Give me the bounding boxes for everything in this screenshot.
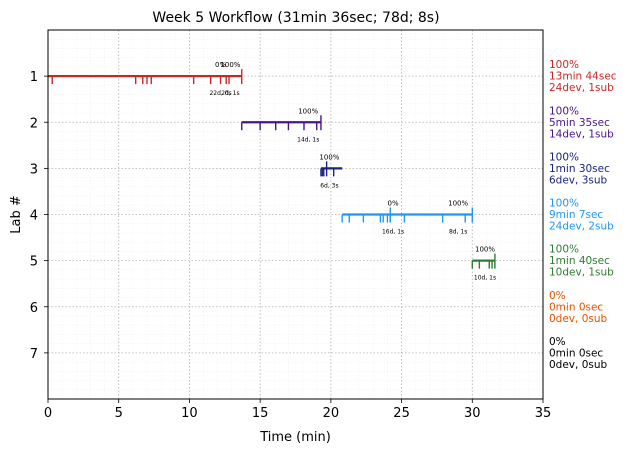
lab-7-summary-line: 0dev, 0sub xyxy=(549,359,608,371)
x-tick-label: 15 xyxy=(252,406,269,421)
lab-6-summary-line: 0min 0sec xyxy=(549,301,603,313)
lab-5-summary-line: 1min 40sec xyxy=(549,255,610,267)
lab-7-summary-line: 0% xyxy=(549,336,566,348)
x-tick-label: 35 xyxy=(535,406,552,421)
lab-4-summary-line: 100% xyxy=(549,198,579,210)
lab-3-summary-line: 100% xyxy=(549,151,579,163)
lab-6-summary-line: 0dev, 0sub xyxy=(549,313,608,325)
lab-1-count-annotation: 22d, 0s xyxy=(209,90,231,97)
x-tick-label: 20 xyxy=(323,406,340,421)
lab-5-score-annotation: 100% xyxy=(475,246,495,254)
lab-5-count-annotation: 10d, 1s xyxy=(474,275,496,282)
x-tick-label: 10 xyxy=(181,406,198,421)
lab-2-score-annotation: 100% xyxy=(298,107,318,115)
lab-3-summary-line: 6dev, 3sub xyxy=(549,174,608,186)
y-tick-label: 6 xyxy=(30,301,38,316)
lab-2-count-annotation: 14d, 1s xyxy=(297,136,319,143)
lab-3-count-annotation: 6d, 3s xyxy=(320,182,338,189)
lab-4-summary-line: 9min 7sec xyxy=(549,209,603,221)
lab-1-score-annotation: 0% xyxy=(215,61,226,69)
lab-4-score-annotation: 100% xyxy=(448,200,468,208)
y-tick-label: 7 xyxy=(30,347,38,362)
lab-6-summary-line: 0% xyxy=(549,290,566,302)
lab-3-score-annotation: 100% xyxy=(319,153,339,161)
y-tick-label: 4 xyxy=(30,209,38,224)
y-tick-label: 5 xyxy=(30,255,38,270)
x-tick-label: 30 xyxy=(464,406,481,421)
y-tick-label: 3 xyxy=(30,162,38,177)
chart-title: Week 5 Workflow (31min 36sec; 78d; 8s) xyxy=(152,10,439,26)
axis-ticks: 0 5 10 15 20 25 30 35 1 2 3 4 5 6 7 xyxy=(30,70,552,421)
x-tick-label: 25 xyxy=(393,406,410,421)
lab-4-score-annotation: 0% xyxy=(388,200,399,208)
lab-4-count-annotation: 16d, 1s xyxy=(382,229,404,236)
lab-1-summary-line: 100% xyxy=(549,59,579,71)
lab-2-summary-line: 14dev, 1sub xyxy=(549,128,614,140)
lab-2-summary-line: 100% xyxy=(549,105,579,117)
lab-7-summary-line: 0min 0sec xyxy=(549,347,603,359)
x-axis-label: Time (min) xyxy=(259,430,331,445)
lab-1-summary-line: 24dev, 1sub xyxy=(549,82,614,94)
lab-5-summary-line: 100% xyxy=(549,244,579,256)
lab-2-summary-line: 5min 35sec xyxy=(549,117,610,129)
x-tick-label: 5 xyxy=(115,406,123,421)
lab-5-summary-line: 10dev, 1sub xyxy=(549,267,614,279)
lab-4-summary-line: 24dev, 2sub xyxy=(549,221,614,233)
x-tick-label: 0 xyxy=(44,406,52,421)
y-tick-label: 1 xyxy=(30,70,38,85)
lab-1-score-annotation: 100% xyxy=(220,61,240,69)
lab-1-summary-line: 13min 44sec xyxy=(549,71,617,83)
y-axis-label: Lab # xyxy=(9,195,24,234)
timeline-marks: 0% 22d, 0s 100% 2d, 1s 100% 14d, 1s 100% 6d, 3s… xyxy=(48,61,496,282)
lab-1-count-annotation: 2d, 1s xyxy=(221,90,239,97)
y-tick-label: 2 xyxy=(30,116,38,131)
lab-3-summary-line: 1min 30sec xyxy=(549,163,610,175)
lab-4-count-annotation: 8d, 1s xyxy=(449,229,467,236)
